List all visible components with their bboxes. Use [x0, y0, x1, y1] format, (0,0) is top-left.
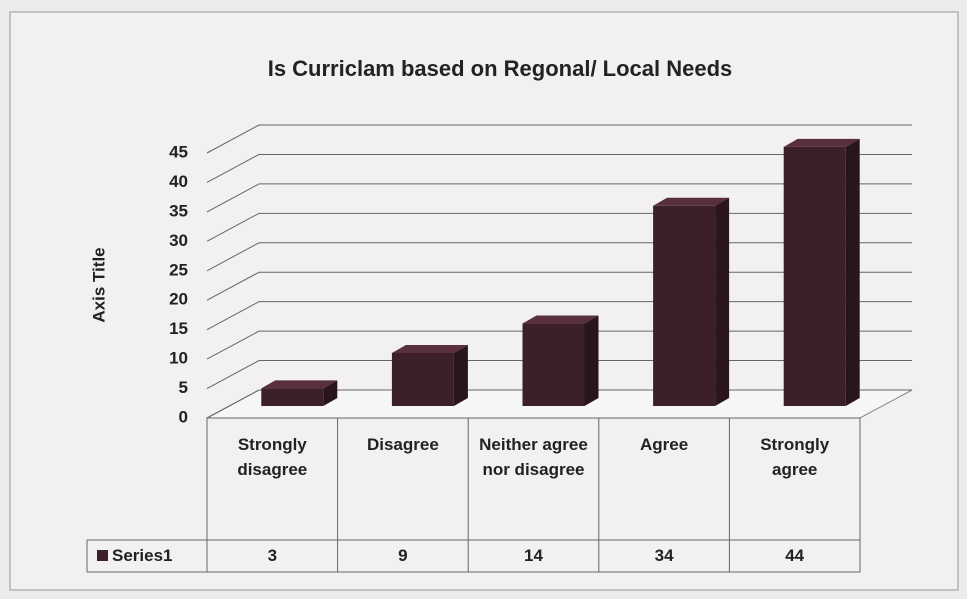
y-tick-label: 40 — [169, 172, 188, 191]
bar — [391, 353, 454, 406]
bar-side — [584, 315, 599, 406]
legend-label: Series1 — [112, 546, 173, 565]
bar — [261, 388, 324, 406]
value-label: 14 — [524, 546, 543, 565]
grid-line — [206, 212, 260, 242]
y-tick-label: 15 — [169, 319, 188, 338]
grid-line — [206, 271, 260, 301]
bar-top — [653, 197, 730, 206]
bar-side — [845, 138, 860, 406]
bar-side — [453, 345, 468, 406]
y-tick-label: 25 — [169, 260, 188, 279]
bar-top — [261, 380, 338, 389]
bar-side — [715, 197, 730, 406]
grid-line — [206, 242, 260, 272]
category-label: Disagree — [366, 435, 439, 454]
y-tick-label: 0 — [179, 407, 188, 426]
y-tick-label: 35 — [169, 201, 188, 220]
bar-top — [783, 138, 860, 147]
grid-line — [206, 360, 260, 389]
grid-line — [206, 183, 260, 213]
bar — [783, 146, 846, 406]
bar-top — [522, 315, 599, 324]
y-tick-label: 5 — [179, 378, 188, 397]
grid-line — [206, 330, 260, 360]
y-tick-label: 20 — [169, 290, 188, 309]
value-label: 3 — [267, 546, 278, 565]
bar — [653, 205, 716, 406]
category-label: Strongly disagree — [237, 435, 308, 479]
grid-line — [206, 124, 260, 154]
grid-line — [206, 154, 260, 183]
y-tick-label: 30 — [169, 231, 188, 250]
bar-top — [391, 345, 468, 353]
bar-side — [323, 380, 338, 406]
value-label: 44 — [785, 546, 805, 565]
y-tick-label: 10 — [169, 349, 188, 368]
chart-title: Is Curriclam based on Regonal/ Local Nee… — [268, 56, 733, 81]
legend-swatch — [97, 550, 108, 561]
category-label: Agree — [640, 435, 689, 454]
grid-line — [206, 389, 260, 419]
y-tick-label: 45 — [169, 142, 188, 161]
value-label: 34 — [654, 546, 674, 565]
grid-line — [206, 301, 260, 331]
category-label: Neither agree nor disagree — [479, 435, 588, 479]
value-label: 9 — [398, 546, 408, 565]
bar — [522, 323, 585, 406]
y-axis-title: Axis Title — [89, 247, 108, 322]
category-label: Strongly agree — [760, 435, 830, 479]
